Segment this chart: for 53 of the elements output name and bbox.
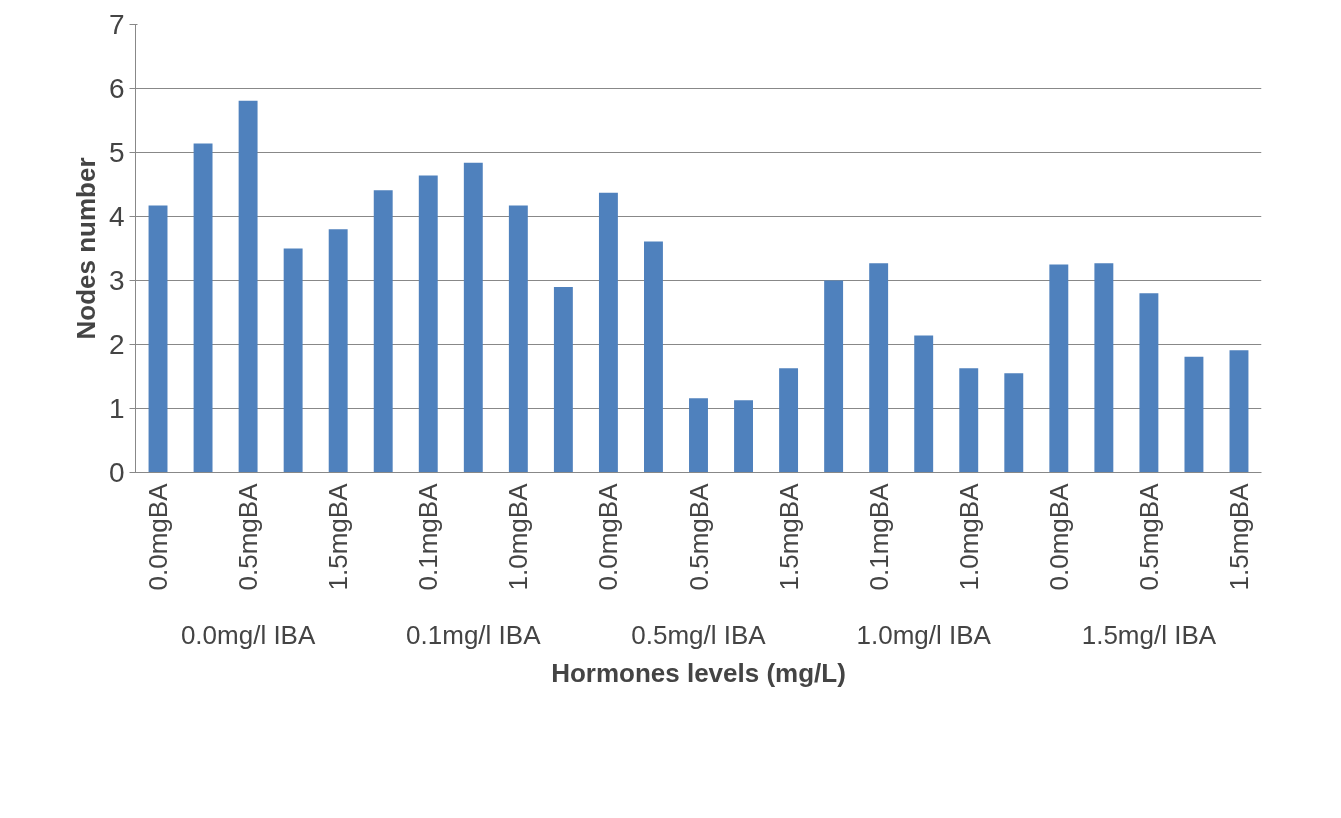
text: 1.0mg/l IBA bbox=[856, 619, 992, 650]
bar bbox=[914, 335, 934, 473]
y-tick-label: 7 bbox=[108, 9, 125, 40]
bar bbox=[689, 398, 708, 473]
y-tick-label: 6 bbox=[108, 73, 125, 104]
x-tick-label: 1.5mgBA bbox=[323, 482, 354, 591]
y-tick-label: 2 bbox=[108, 329, 125, 360]
text: 1.5mg/l IBA bbox=[1081, 619, 1217, 650]
bar bbox=[1049, 264, 1069, 473]
bar bbox=[1004, 373, 1024, 473]
bar bbox=[553, 286, 573, 473]
bar bbox=[598, 192, 618, 473]
bar bbox=[463, 162, 483, 473]
bar bbox=[508, 205, 528, 473]
y-axis-title: Nodes number bbox=[70, 157, 101, 340]
bar bbox=[1094, 263, 1114, 473]
x-tick-label: 1.0mgBA bbox=[953, 482, 984, 591]
y-tick-label: 1 bbox=[108, 393, 125, 424]
bar bbox=[193, 143, 213, 473]
text: 0.0mg/l IBA bbox=[180, 619, 316, 650]
x-tick-label: 0.0mgBA bbox=[143, 482, 174, 591]
x-tick-label: 0.5mgBA bbox=[1133, 482, 1164, 591]
bar bbox=[734, 400, 753, 473]
bar bbox=[779, 368, 799, 473]
text: 0.1mg/l IBA bbox=[406, 619, 542, 650]
bar bbox=[1229, 350, 1249, 473]
bar bbox=[238, 100, 258, 473]
x-tick-label: 0.0mgBA bbox=[1043, 482, 1074, 591]
y-tick-label: 5 bbox=[108, 137, 125, 168]
x-tick-label: 1.5mgBA bbox=[1223, 482, 1254, 591]
text: 0.5mg/l IBA bbox=[631, 619, 767, 650]
bar bbox=[824, 280, 844, 473]
x-axis-title: Hormones levels (mg/L) bbox=[551, 657, 846, 688]
bar bbox=[1139, 293, 1159, 473]
x-tick-label: 0.5mgBA bbox=[233, 482, 264, 591]
bar bbox=[328, 229, 348, 473]
bar bbox=[373, 190, 393, 473]
bar bbox=[644, 241, 663, 473]
y-tick-label: 0 bbox=[108, 457, 125, 488]
x-tick-label: 0.5mgBA bbox=[683, 482, 714, 591]
bar bbox=[1184, 356, 1204, 473]
x-tick-label: 1.0mgBA bbox=[503, 482, 534, 591]
bar bbox=[148, 205, 168, 473]
y-tick-label: 3 bbox=[108, 265, 125, 296]
bar bbox=[869, 263, 889, 473]
y-tick-label: 4 bbox=[108, 201, 125, 232]
bar bbox=[283, 248, 303, 473]
x-tick-label: 0.0mgBA bbox=[593, 482, 624, 591]
x-tick-label: 0.1mgBA bbox=[863, 482, 894, 591]
bar bbox=[418, 175, 438, 473]
x-tick-label: 1.5mgBA bbox=[773, 482, 804, 591]
bar bbox=[959, 368, 979, 473]
x-tick-label: 0.1mgBA bbox=[413, 482, 444, 591]
